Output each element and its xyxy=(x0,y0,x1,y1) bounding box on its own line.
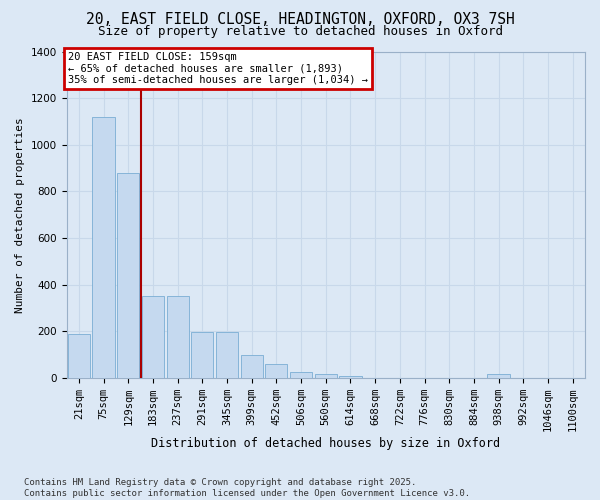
Bar xyxy=(340,376,362,378)
Bar xyxy=(265,364,287,378)
Y-axis label: Number of detached properties: Number of detached properties xyxy=(15,117,25,312)
Bar xyxy=(191,332,214,378)
Bar xyxy=(216,332,238,378)
Bar xyxy=(117,173,139,378)
Bar xyxy=(167,296,189,378)
Text: Contains HM Land Registry data © Crown copyright and database right 2025.
Contai: Contains HM Land Registry data © Crown c… xyxy=(24,478,470,498)
Text: 20, EAST FIELD CLOSE, HEADINGTON, OXFORD, OX3 7SH: 20, EAST FIELD CLOSE, HEADINGTON, OXFORD… xyxy=(86,12,514,27)
Bar xyxy=(142,296,164,378)
Text: 20 EAST FIELD CLOSE: 159sqm
← 65% of detached houses are smaller (1,893)
35% of : 20 EAST FIELD CLOSE: 159sqm ← 65% of det… xyxy=(68,52,368,85)
X-axis label: Distribution of detached houses by size in Oxford: Distribution of detached houses by size … xyxy=(151,437,500,450)
Bar xyxy=(314,374,337,378)
Text: Size of property relative to detached houses in Oxford: Size of property relative to detached ho… xyxy=(97,25,503,38)
Bar xyxy=(241,354,263,378)
Bar xyxy=(487,374,509,378)
Bar xyxy=(68,334,90,378)
Bar xyxy=(92,117,115,378)
Bar xyxy=(290,372,312,378)
